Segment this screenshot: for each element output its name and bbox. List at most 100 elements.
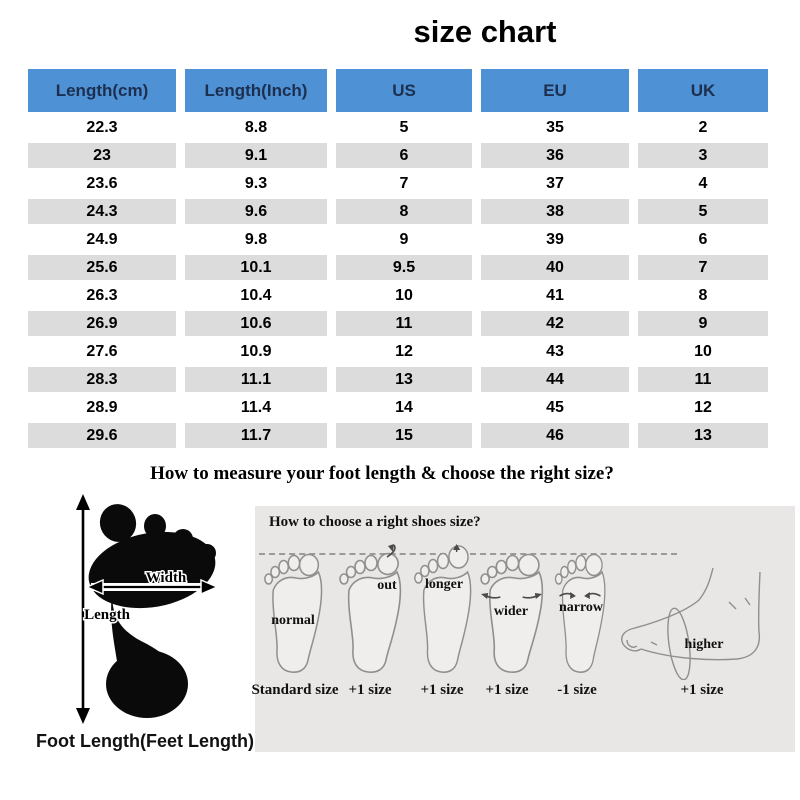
measuring-loop-icon bbox=[667, 607, 691, 681]
foot-length-caption: Foot Length(Feet Length) bbox=[36, 731, 254, 751]
foot-label-out: out bbox=[377, 578, 397, 593]
table-cell: 11 bbox=[638, 367, 768, 392]
size-adjust-out: +1 size bbox=[348, 682, 392, 698]
foot-label-normal: normal bbox=[271, 613, 315, 628]
choose-panel-heading: How to choose a right shoes size? bbox=[269, 514, 481, 530]
foot-label-higher: higher bbox=[684, 637, 724, 652]
table-cell: 11.1 bbox=[185, 367, 327, 392]
table-cell: 11.7 bbox=[185, 423, 327, 448]
table-cell: 8.8 bbox=[244, 118, 268, 136]
table-cell: 8 bbox=[698, 286, 708, 304]
measure-section-heading: How to measure your foot length & choose… bbox=[0, 463, 800, 485]
table-cell: 9 bbox=[399, 230, 409, 248]
table-cell: 36 bbox=[481, 143, 629, 168]
table-row: 27.6 10.9 12 43 10 bbox=[28, 339, 768, 364]
table-cell: 7 bbox=[399, 174, 409, 192]
table-cell: 9.1 bbox=[185, 143, 327, 168]
table-cell: 40 bbox=[481, 255, 629, 280]
table-cell: 7 bbox=[638, 255, 768, 280]
table-cell: 28.3 bbox=[28, 367, 176, 392]
table-cell: 45 bbox=[546, 398, 564, 416]
table-cell: 37 bbox=[546, 174, 564, 192]
size-table: Length(cm) Length(Inch) US EU UK 22.3 8.8 5 35 2… bbox=[19, 66, 777, 451]
table-cell: 9.3 bbox=[244, 174, 268, 192]
column-header-us: US bbox=[336, 69, 472, 112]
column-header-eu: EU bbox=[481, 69, 629, 112]
table-cell: 9.5 bbox=[336, 255, 472, 280]
size-adjust-wider: +1 size bbox=[485, 682, 529, 698]
table-cell: 13 bbox=[336, 367, 472, 392]
column-header-length-cm: Length(cm) bbox=[28, 69, 176, 112]
table-cell: 43 bbox=[546, 342, 564, 360]
measure-heading-text: How to measure your foot length & choose… bbox=[150, 463, 614, 484]
size-adjust-longer: +1 size bbox=[420, 682, 464, 698]
table-cell: 26.9 bbox=[28, 311, 176, 336]
table-cell: 11.4 bbox=[240, 398, 272, 416]
page-title-text: size chart bbox=[413, 14, 557, 49]
length-label: Length bbox=[84, 607, 131, 623]
table-cell: 9.6 bbox=[185, 199, 327, 224]
table-cell: 4 bbox=[698, 174, 708, 192]
table-row: 25.6 10.1 9.5 40 7 bbox=[28, 255, 768, 280]
width-label: Width bbox=[146, 570, 187, 586]
table-cell: 11 bbox=[336, 311, 472, 336]
table-cell: 22.3 bbox=[86, 118, 118, 136]
table-cell: 23.6 bbox=[86, 174, 118, 192]
table-cell: 10.1 bbox=[185, 255, 327, 280]
table-cell: 38 bbox=[481, 199, 629, 224]
table-cell: 25.6 bbox=[28, 255, 176, 280]
table-cell: 23 bbox=[28, 143, 176, 168]
table-cell: 39 bbox=[546, 230, 564, 248]
foot-outline-wider-icon bbox=[478, 544, 545, 676]
out-arrow-icon bbox=[386, 544, 396, 558]
table-cell: 10.9 bbox=[240, 342, 272, 360]
width-arrow-icon bbox=[85, 578, 219, 596]
table-cell: 41 bbox=[546, 286, 564, 304]
table-cell: 24.3 bbox=[28, 199, 176, 224]
table-row: 23.6 9.3 7 37 4 bbox=[28, 171, 768, 196]
header-row: Length(cm) Length(Inch) US EU UK bbox=[28, 69, 768, 112]
choose-size-panel: How to choose a right shoes size? bbox=[251, 506, 795, 752]
table-cell: 14 bbox=[395, 398, 413, 416]
foot-side-view-higher-icon bbox=[617, 567, 773, 681]
table-cell: 12 bbox=[395, 342, 413, 360]
foot-outline-narrow-icon bbox=[553, 544, 607, 676]
foot-outline-longer-icon bbox=[413, 544, 473, 676]
table-cell: 10.4 bbox=[240, 286, 272, 304]
table-cell: 12 bbox=[694, 398, 712, 416]
foot-outline-normal-icon bbox=[262, 544, 324, 676]
table-cell: 6 bbox=[336, 143, 472, 168]
length-arrow-icon bbox=[76, 494, 90, 724]
table-row: 24.9 9.8 9 39 6 bbox=[28, 227, 768, 252]
table-row: 26.3 10.4 10 41 8 bbox=[28, 283, 768, 308]
table-cell: 6 bbox=[698, 230, 708, 248]
table-cell: 42 bbox=[481, 311, 629, 336]
table-cell: 10 bbox=[694, 342, 712, 360]
table-cell: 29.6 bbox=[28, 423, 176, 448]
table-cell: 13 bbox=[638, 423, 768, 448]
table-cell: 5 bbox=[399, 118, 409, 136]
table-cell: 26.3 bbox=[86, 286, 118, 304]
column-header-length-inch: Length(Inch) bbox=[185, 69, 327, 112]
table-cell: 28.9 bbox=[86, 398, 118, 416]
narrow-arrows-icon bbox=[559, 592, 601, 599]
foot-label-wider: wider bbox=[493, 604, 529, 619]
table-cell: 15 bbox=[336, 423, 472, 448]
table-cell: 46 bbox=[481, 423, 629, 448]
size-table-header: Length(cm) Length(Inch) US EU UK bbox=[28, 69, 768, 112]
size-adjust-narrow: -1 size bbox=[557, 682, 597, 698]
page-title: size chart bbox=[0, 14, 800, 50]
table-cell: 44 bbox=[481, 367, 629, 392]
table-cell: 35 bbox=[546, 118, 564, 136]
column-header-uk: UK bbox=[638, 69, 768, 112]
table-cell: 2 bbox=[698, 118, 708, 136]
table-cell: 9.8 bbox=[244, 230, 268, 248]
foot-label-narrow: narrow bbox=[558, 600, 604, 615]
size-adjust-standard: Standard size bbox=[251, 682, 339, 698]
size-table-body: 22.3 8.8 5 35 2 23 9.1 6 36 3 23.6 9.3 7 37 4 24.3 9.6 8 3… bbox=[28, 115, 768, 448]
foot-outline-out-icon bbox=[337, 544, 403, 676]
table-cell: 5 bbox=[638, 199, 768, 224]
table-row: 22.3 8.8 5 35 2 bbox=[28, 115, 768, 140]
table-cell: 8 bbox=[336, 199, 472, 224]
